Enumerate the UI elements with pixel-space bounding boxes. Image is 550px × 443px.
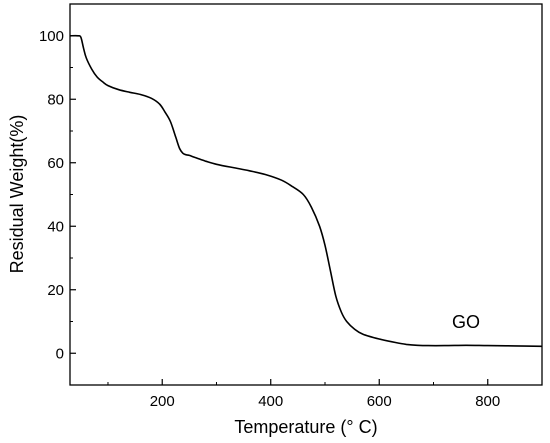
y-tick-label: 80	[47, 91, 64, 108]
x-axis-title: Temperature (° C)	[234, 417, 377, 437]
tick-group: 200 400 600 800 0 20 40 60 80 100	[39, 28, 500, 410]
x-tick-label: 600	[367, 393, 392, 410]
x-tick-label: 400	[258, 393, 283, 410]
y-tick-label: 60	[47, 155, 64, 172]
x-tick-label: 200	[150, 393, 175, 410]
tga-curve	[69, 34, 543, 348]
y-tick-label: 0	[56, 345, 64, 362]
y-tick-label: 100	[39, 28, 64, 45]
y-axis-title: Residual Weight(%)	[7, 115, 27, 274]
y-tick-label: 20	[47, 282, 64, 299]
go-label: GO	[452, 312, 480, 332]
x-tick-label: 800	[475, 393, 500, 410]
y-tick-label: 40	[47, 218, 64, 235]
